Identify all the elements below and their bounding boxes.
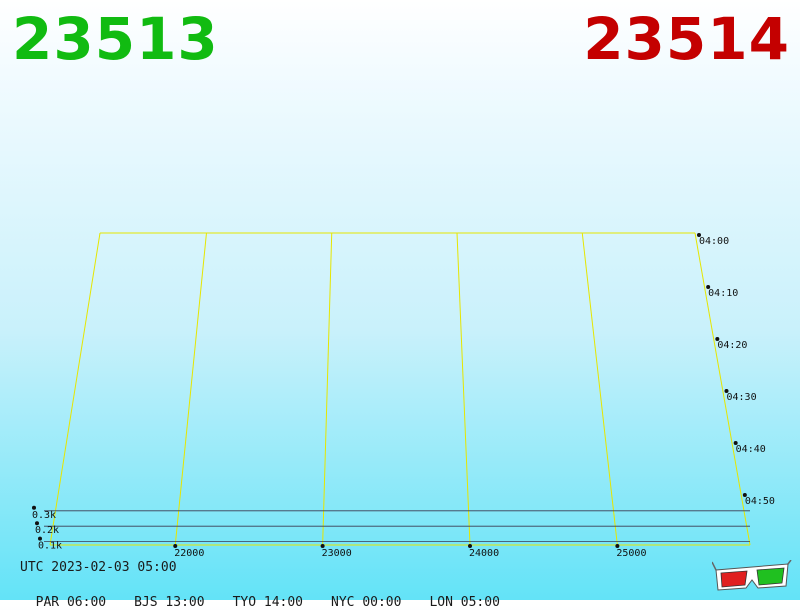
depth-tick-label: 0.2k [35, 525, 59, 536]
price-gridline [456, 232, 471, 546]
time-tick-marker [742, 493, 747, 497]
price-tick-marker [468, 544, 472, 548]
price-tick-label: 25000 [616, 548, 646, 559]
time-tick-label: 04:40 [736, 444, 766, 455]
clock-bjs: BJS 13:00 [134, 595, 205, 610]
ask-price: 23514 [583, 5, 790, 73]
clock-par: PAR 06:00 [35, 595, 107, 610]
time-tick-marker [697, 233, 701, 237]
price-tick-label: 22000 [174, 548, 204, 559]
grid-right-edge [694, 232, 751, 546]
world-clocks: PAR 06:00 BJS 13:00 TYO 14:00 NYC 00:00 LON … [20, 580, 528, 610]
price-gridline [581, 232, 618, 546]
time-tick-marker [715, 337, 720, 341]
time-tick-label: 04:00 [699, 236, 729, 247]
clock-lon: LON 05:00 [429, 595, 500, 610]
3d-glasses-icon[interactable] [712, 560, 792, 592]
time-tick-label: 04:20 [717, 340, 747, 351]
depth-tick-marker [35, 521, 39, 526]
price-tick-marker [320, 544, 325, 548]
price-gridline [322, 232, 333, 546]
depth-tick-label: 0.1k [38, 541, 62, 552]
bid-price: 23513 [12, 5, 219, 73]
time-tick-label: 04:30 [727, 392, 757, 403]
chart-grid [44, 232, 751, 546]
depth-tick-marker [32, 505, 36, 510]
utc-clock: UTC 2023-02-03 05:00 [20, 560, 177, 575]
price-tick-marker [173, 544, 178, 548]
time-tick-label: 04:10 [708, 288, 738, 299]
clock-tyo: TYO 14:00 [232, 595, 304, 610]
axis-labels: 22000 23000 24000 25000 0.1k 0.2k 0.3k 04:00 04:… [32, 233, 775, 559]
grid-left-edge [49, 232, 101, 546]
clock-nyc: NYC 00:00 [331, 595, 402, 610]
price-tick-marker [615, 544, 620, 548]
price-gridline [174, 232, 207, 546]
price-tick-label: 23000 [322, 548, 352, 559]
time-tick-label: 04:50 [745, 496, 775, 507]
time-tick-marker [733, 441, 738, 445]
price-tick-label: 24000 [469, 548, 499, 559]
time-tick-marker [706, 285, 711, 289]
depth-tick-marker [38, 536, 42, 541]
time-tick-marker [724, 389, 729, 393]
depth-tick-label: 0.3k [32, 510, 56, 521]
